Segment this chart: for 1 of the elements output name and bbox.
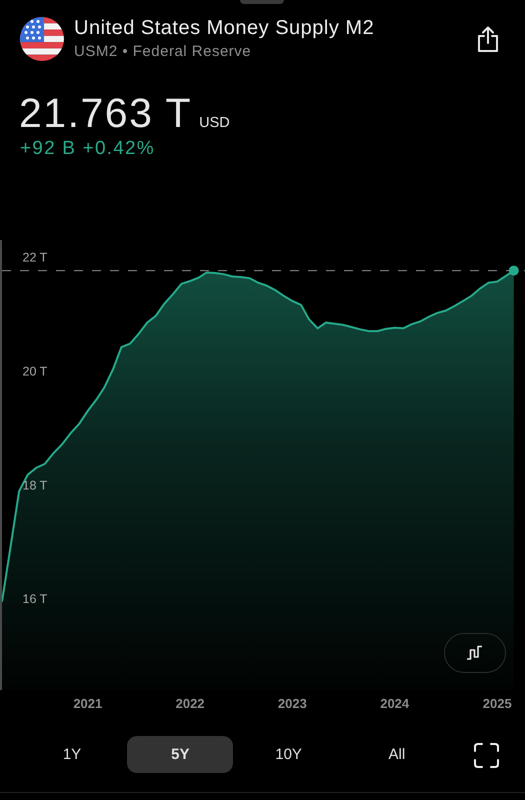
x-tick-label: 2025 — [482, 696, 512, 711]
